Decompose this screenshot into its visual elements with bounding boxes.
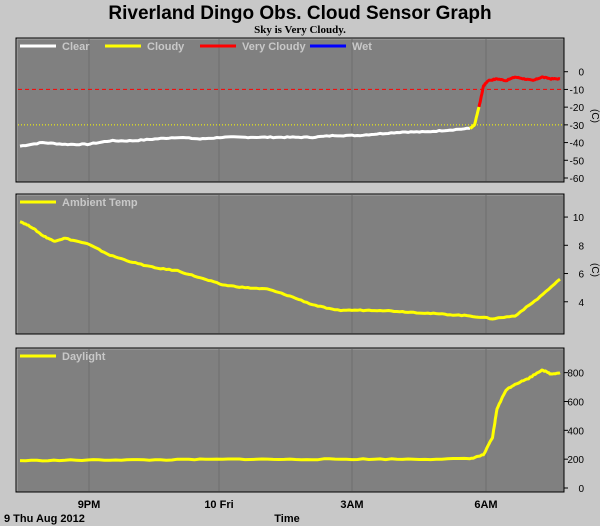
series-line-daylight [19,368,561,463]
y-tick-label: 10 [573,213,585,224]
unit-label: (C) [589,263,600,277]
sky-status: Sky is Very Cloudy. [254,24,346,36]
y-tick-label: -60 [570,174,585,185]
chart-panel-3: 800 600 400 200 0 Daylight [15,347,584,495]
series-line-clear [19,126,471,148]
series-line-ambient-temp [19,220,561,321]
y-tick-label: 0 [578,68,584,79]
legend-label: Clear [62,41,90,53]
y-tick-label: -20 [570,103,585,114]
y-tick-label: -30 [570,121,585,132]
y-tick-label: -40 [570,139,585,150]
x-tick-label: 6AM [474,499,497,511]
series-line-very-cloudy [477,75,561,108]
chart-panel-2: 10 8 6 4 (C) Ambient Temp [15,193,600,335]
x-axis-title: Time [274,513,299,525]
x-tick-label: 9PM [78,499,101,511]
legend-label: Wet [352,41,372,53]
plot-area [15,37,565,183]
legend-label: Very Cloudy [242,41,306,53]
unit-label: (C) [589,109,600,123]
y-tick-label: 0 [578,484,584,495]
y-tick-label: 600 [567,397,584,408]
y-tick-label: -10 [570,85,585,96]
plot-area [15,193,565,335]
date-label: 9 Thu Aug 2012 [4,513,85,525]
plot-area [15,347,565,493]
y-tick-label: 8 [578,241,584,252]
x-tick-label: 10 Fri [204,499,233,511]
y-tick-label: -50 [570,156,585,167]
y-tick-label: 400 [567,426,584,437]
panels: 9PM 10 Fri 3AM 6AM Time 0 -10 -20 -30 -40 -50 -60 (C… [15,37,600,525]
legend-label: Cloudy [147,41,185,53]
legend-label: Daylight [62,351,106,363]
x-tick-label: 3AM [340,499,363,511]
y-tick-label: 6 [578,270,584,281]
graph-title: Riverland Dingo Obs. Cloud Sensor Graph [108,3,491,24]
y-tick-label: 4 [578,298,584,309]
chart-panel-1: 0 -10 -20 -30 -40 -50 -60 (C) Clear Cloudy Very Cl… [15,37,600,185]
y-tick-label: 200 [567,455,584,466]
y-tick-label: 800 [567,369,584,380]
series-line-cloudy [469,106,481,130]
legend-label: Ambient Temp [62,197,138,209]
